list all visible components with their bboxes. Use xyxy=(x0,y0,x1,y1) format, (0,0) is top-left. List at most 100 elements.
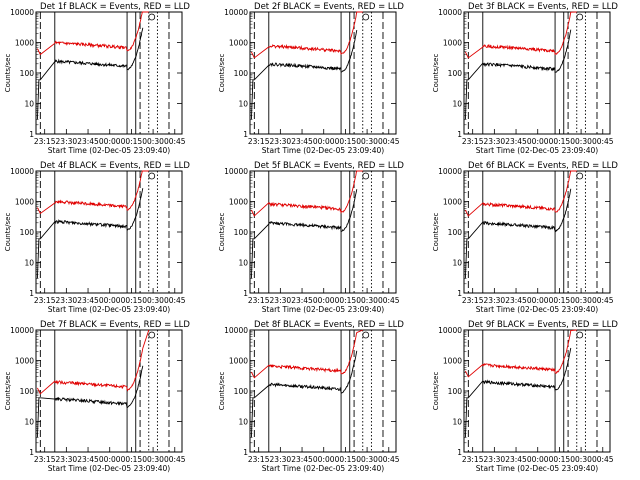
lld-series-line xyxy=(36,170,149,215)
x-axis-label: Start Time (02-Dec-05 23:09:40) xyxy=(48,464,170,473)
events-series-line xyxy=(464,29,572,120)
y-tick-label: 1 xyxy=(29,448,34,457)
y-tick-label: 1 xyxy=(457,130,462,139)
y-tick-label: 100 xyxy=(234,387,249,396)
x-tick-label: 00:30 xyxy=(356,296,378,305)
x-tick-label: 23:45 xyxy=(505,296,527,305)
peak-marker xyxy=(576,13,584,21)
y-tick-label: 10 xyxy=(452,259,462,268)
detector-panel: Det 1f BLACK = Events, RED = LLD 1 10 100 10… xyxy=(4,2,190,155)
y-axis-label: Counts/sec xyxy=(432,54,440,93)
x-tick-label: 00:00 xyxy=(527,296,549,305)
x-tick-label: 00:15 xyxy=(121,296,143,305)
y-tick-label: 100 xyxy=(448,69,463,78)
x-tick-label: 00:30 xyxy=(142,296,164,305)
x-axis-label: Start Time (02-Dec-05 23:09:40) xyxy=(476,305,598,314)
y-tick-label: 1000 xyxy=(443,198,462,207)
lld-series-line xyxy=(250,170,363,217)
y-axis-label: Counts/sec xyxy=(432,372,440,411)
panel-title: Det 2f BLACK = Events, RED = LLD xyxy=(254,2,404,12)
y-tick-label: 10000 xyxy=(10,167,34,176)
x-tick-label: 00:15 xyxy=(549,455,571,464)
events-series-line xyxy=(250,30,358,120)
x-tick-label: 00:00 xyxy=(99,137,121,146)
x-tick-label: 00:45 xyxy=(164,455,186,464)
x-tick-label: 00:15 xyxy=(121,137,143,146)
panel-title: Det 1f BLACK = Events, RED = LLD xyxy=(40,2,190,12)
x-tick-label: 00:00 xyxy=(313,455,335,464)
y-tick-label: 100 xyxy=(448,387,463,396)
x-tick-label: 00:45 xyxy=(164,296,186,305)
lld-series-line xyxy=(464,11,577,59)
y-tick-label: 10 xyxy=(238,100,248,109)
plot-frame xyxy=(249,329,397,453)
events-series-line xyxy=(464,188,572,279)
peak-marker xyxy=(148,13,156,21)
x-axis-label: Start Time (02-Dec-05 23:09:40) xyxy=(476,146,598,155)
y-tick-label: 10 xyxy=(452,100,462,109)
y-tick-label: 1 xyxy=(457,448,462,457)
x-tick-label: 23:30 xyxy=(56,455,78,464)
x-axis-label: Start Time (02-Dec-05 23:09:40) xyxy=(262,146,384,155)
lld-series-line xyxy=(464,329,577,378)
y-axis-label: Counts/sec xyxy=(4,54,12,93)
y-tick-label: 1000 xyxy=(443,357,462,366)
panel-title: Det 4f BLACK = Events, RED = LLD xyxy=(40,161,190,171)
x-tick-label: 00:15 xyxy=(549,137,571,146)
events-series-line xyxy=(36,365,144,438)
x-tick-label: 23:30 xyxy=(270,296,292,305)
y-tick-label: 1000 xyxy=(229,198,248,207)
y-tick-label: 10000 xyxy=(224,8,248,17)
panel-title: Det 7f BLACK = Events, RED = LLD xyxy=(40,320,190,330)
x-tick-label: 23:30 xyxy=(270,455,292,464)
plot-frame xyxy=(35,329,183,453)
y-tick-label: 100 xyxy=(20,228,35,237)
y-tick-label: 1000 xyxy=(15,39,34,48)
x-tick-label: 00:00 xyxy=(99,455,121,464)
x-tick-label: 23:15 xyxy=(462,455,484,464)
detector-panel: Det 5f BLACK = Events, RED = LLD 1 10 100 10… xyxy=(218,161,404,314)
y-tick-label: 1000 xyxy=(229,39,248,48)
x-tick-label: 00:30 xyxy=(356,455,378,464)
peak-marker xyxy=(362,172,370,180)
plot-frame xyxy=(463,329,611,453)
lld-series-line xyxy=(250,329,363,379)
y-tick-label: 100 xyxy=(234,228,249,237)
y-tick-label: 1 xyxy=(29,130,34,139)
x-tick-label: 23:15 xyxy=(34,455,56,464)
x-tick-label: 23:45 xyxy=(505,455,527,464)
panel-title: Det 6f BLACK = Events, RED = LLD xyxy=(468,161,618,171)
x-tick-label: 00:15 xyxy=(121,455,143,464)
x-tick-label: 23:30 xyxy=(484,137,506,146)
x-tick-label: 00:45 xyxy=(592,455,614,464)
y-tick-label: 10 xyxy=(24,100,34,109)
lld-series-line xyxy=(36,11,149,56)
events-series-line xyxy=(464,347,572,438)
panel-title: Det 5f BLACK = Events, RED = LLD xyxy=(254,161,404,171)
plot-frame xyxy=(249,170,397,294)
x-tick-label: 23:15 xyxy=(462,296,484,305)
y-axis-label: Counts/sec xyxy=(4,213,12,252)
x-tick-label: 00:45 xyxy=(378,137,400,146)
y-tick-label: 10000 xyxy=(10,8,34,17)
y-tick-label: 1 xyxy=(243,130,248,139)
plot-frame xyxy=(35,170,183,294)
x-axis-label: Start Time (02-Dec-05 23:09:40) xyxy=(262,305,384,314)
y-axis-label: Counts/sec xyxy=(432,213,440,252)
y-axis-label: Counts/sec xyxy=(218,54,226,93)
y-axis-label: Counts/sec xyxy=(218,372,226,411)
x-tick-label: 00:45 xyxy=(592,296,614,305)
peak-marker xyxy=(362,13,370,21)
x-tick-label: 00:45 xyxy=(378,296,400,305)
x-tick-label: 23:15 xyxy=(34,137,56,146)
x-tick-label: 23:15 xyxy=(462,137,484,146)
events-series-line xyxy=(250,350,358,438)
detector-panel: Det 7f BLACK = Events, RED = LLD 1 10 100 10… xyxy=(4,320,190,473)
x-tick-label: 23:15 xyxy=(248,296,270,305)
y-tick-label: 100 xyxy=(448,228,463,237)
x-tick-label: 00:45 xyxy=(164,137,186,146)
plot-frame xyxy=(249,11,397,135)
y-tick-label: 10 xyxy=(452,418,462,427)
events-series-line xyxy=(36,27,144,120)
